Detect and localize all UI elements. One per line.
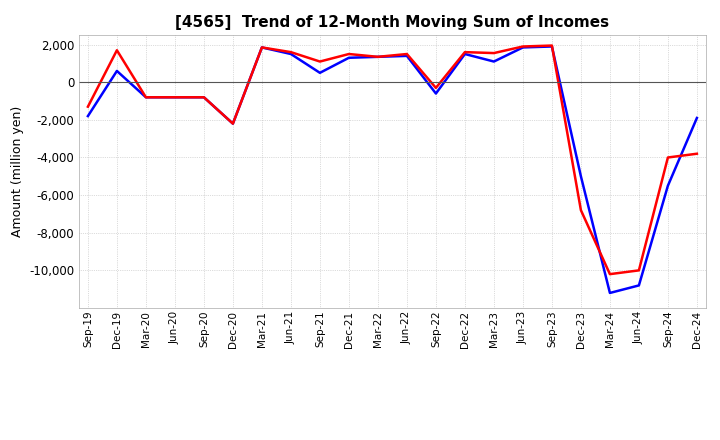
Ordinary Income	[548, 44, 557, 49]
Net Income	[142, 95, 150, 100]
Net Income	[490, 51, 498, 56]
Net Income	[461, 49, 469, 55]
Net Income	[431, 85, 440, 91]
Ordinary Income	[315, 70, 324, 76]
Ordinary Income	[402, 53, 411, 59]
Line: Net Income: Net Income	[88, 46, 697, 274]
Ordinary Income	[634, 283, 643, 288]
Net Income	[171, 95, 179, 100]
Ordinary Income	[84, 114, 92, 119]
Ordinary Income	[606, 290, 614, 296]
Ordinary Income	[693, 115, 701, 121]
Ordinary Income	[664, 183, 672, 188]
Ordinary Income	[171, 95, 179, 100]
Ordinary Income	[199, 95, 208, 100]
Title: [4565]  Trend of 12-Month Moving Sum of Incomes: [4565] Trend of 12-Month Moving Sum of I…	[176, 15, 609, 30]
Net Income	[577, 208, 585, 213]
Net Income	[112, 48, 121, 53]
Net Income	[664, 155, 672, 160]
Net Income	[315, 59, 324, 64]
Ordinary Income	[258, 45, 266, 50]
Ordinary Income	[345, 55, 354, 60]
Line: Ordinary Income: Ordinary Income	[88, 47, 697, 293]
Net Income	[374, 54, 382, 59]
Net Income	[693, 151, 701, 156]
Net Income	[402, 51, 411, 57]
Y-axis label: Amount (million yen): Amount (million yen)	[11, 106, 24, 237]
Net Income	[258, 45, 266, 50]
Net Income	[287, 49, 295, 55]
Net Income	[228, 121, 237, 126]
Net Income	[634, 268, 643, 273]
Ordinary Income	[518, 45, 527, 50]
Net Income	[199, 95, 208, 100]
Ordinary Income	[142, 95, 150, 100]
Ordinary Income	[490, 59, 498, 64]
Ordinary Income	[228, 121, 237, 126]
Net Income	[84, 104, 92, 109]
Ordinary Income	[431, 91, 440, 96]
Ordinary Income	[287, 51, 295, 57]
Ordinary Income	[374, 54, 382, 59]
Net Income	[548, 43, 557, 48]
Ordinary Income	[577, 174, 585, 179]
Ordinary Income	[112, 68, 121, 73]
Net Income	[345, 51, 354, 57]
Ordinary Income	[461, 51, 469, 57]
Net Income	[518, 44, 527, 49]
Net Income	[606, 271, 614, 277]
